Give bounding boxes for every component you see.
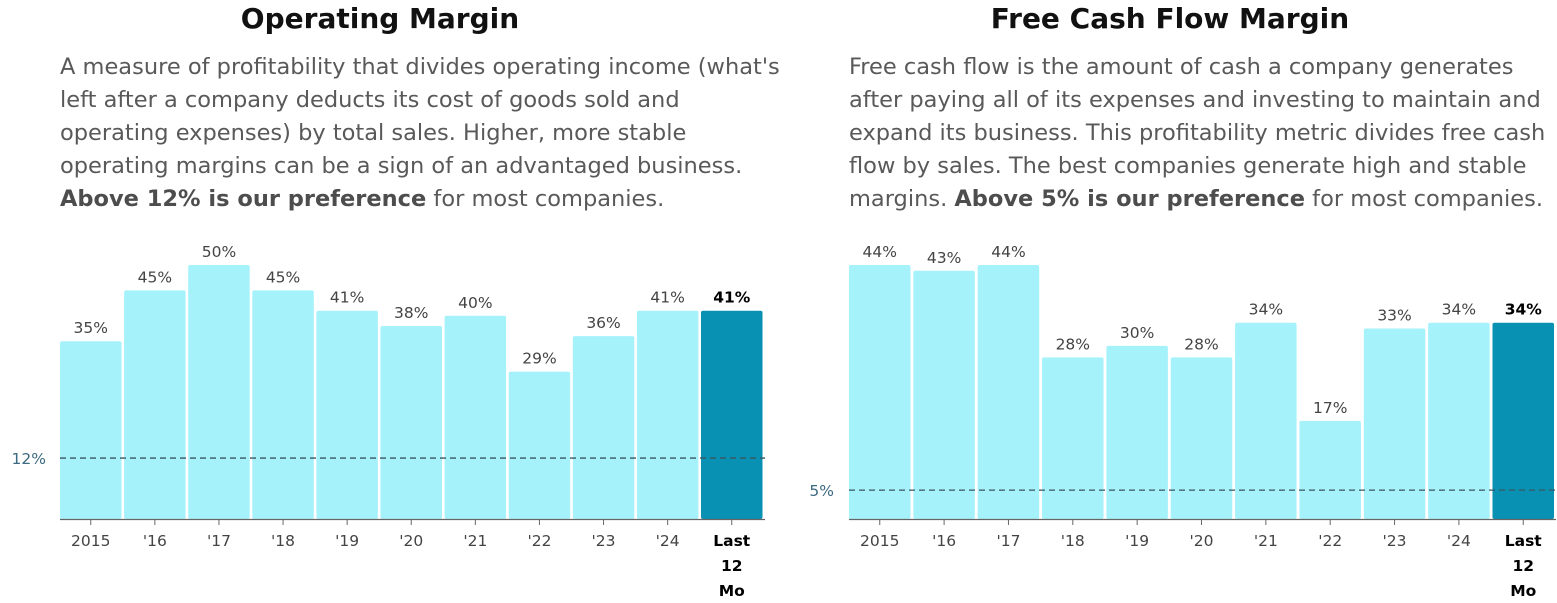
data-label: 34% <box>1249 301 1283 319</box>
reference-label: 12% <box>12 450 46 468</box>
data-label: 50% <box>202 243 236 261</box>
data-label: 28% <box>1184 335 1218 353</box>
bar <box>1042 357 1104 519</box>
chart-description: A measure of profitability that divides … <box>60 51 780 216</box>
x-tick-label: 2015 <box>860 532 899 550</box>
chart-description: Free cash flow is the amount of cash a c… <box>849 51 1557 216</box>
data-label: 28% <box>1056 335 1090 353</box>
x-tick-label: '16 <box>143 532 167 550</box>
bar <box>572 336 635 519</box>
highlight-bar <box>1492 322 1554 519</box>
bar <box>1106 345 1168 519</box>
data-label: 17% <box>1313 399 1347 417</box>
data-label: 40% <box>458 294 492 312</box>
fcf-margin-chart: 44% 2015 43% '16 44% '17 28% '18 30% '19 28% '20 34%… <box>809 243 1556 600</box>
data-label: 30% <box>1120 324 1154 342</box>
data-label: 36% <box>586 314 620 332</box>
x-tick-label: '18 <box>271 532 295 550</box>
reference-label: 5% <box>809 482 834 500</box>
bar <box>1235 322 1297 519</box>
bar <box>977 265 1040 519</box>
description-emphasis: Above 12% is our preference <box>60 186 427 212</box>
x-tick-label: '20 <box>1190 532 1214 550</box>
chart-title: Free Cash Flow Margin <box>990 2 1350 35</box>
x-tick-label: '18 <box>1061 532 1085 550</box>
x-tick-label: '17 <box>996 532 1020 550</box>
operating-margin-chart: 35% 2015 45% '16 50% '17 45% '18 41% '19 38% '20 40%… <box>12 243 765 600</box>
bar <box>124 290 186 519</box>
x-tick-label: '24 <box>656 532 680 550</box>
operating-margin-panel: Operating Margin A measure of profitabil… <box>0 0 780 603</box>
x-tick-label: '23 <box>1383 532 1407 550</box>
bar <box>508 371 571 519</box>
bar <box>1428 322 1490 519</box>
data-label: 45% <box>138 268 172 286</box>
data-label: 44% <box>863 243 897 261</box>
data-label: 45% <box>266 268 300 286</box>
x-tick-label: Last 12 Mo <box>1505 532 1543 600</box>
x-tick-label: '16 <box>932 532 956 550</box>
x-tick-label: '17 <box>207 532 231 550</box>
fcf-margin-panel: Free Cash Flow Margin Free cash flow is … <box>790 0 1556 603</box>
bar <box>444 315 507 519</box>
data-label: 33% <box>1377 307 1411 325</box>
bar <box>1170 357 1233 519</box>
bar <box>316 310 378 519</box>
bar <box>380 325 442 519</box>
x-tick-label: 2015 <box>71 532 110 550</box>
bar <box>849 265 911 519</box>
bar <box>636 310 699 519</box>
x-tick-label: Last 12 Mo <box>713 532 751 600</box>
x-tick-label: '24 <box>1447 532 1471 550</box>
x-tick-label: '21 <box>463 532 487 550</box>
bar <box>188 265 250 519</box>
description-tail: for most companies. <box>1312 186 1543 212</box>
data-label: 34% <box>1442 301 1476 319</box>
bar <box>913 270 975 519</box>
x-tick-label: '23 <box>592 532 616 550</box>
data-label: 41% <box>330 289 364 307</box>
chart-title: Operating Margin <box>240 2 520 35</box>
data-label: 41% <box>650 289 684 307</box>
data-label: 34% <box>1505 301 1543 319</box>
x-tick-label: '20 <box>399 532 423 550</box>
data-label: 41% <box>713 289 751 307</box>
x-tick-label: '19 <box>1125 532 1149 550</box>
bar <box>252 290 314 519</box>
data-label: 35% <box>74 319 108 337</box>
bar <box>60 341 122 519</box>
x-tick-label: '22 <box>1318 532 1342 550</box>
data-label: 44% <box>991 243 1025 261</box>
x-tick-label: '19 <box>335 532 359 550</box>
bar <box>1299 420 1361 519</box>
description-text: Free cash flow is the amount of cash a c… <box>849 54 1546 212</box>
bar <box>1363 328 1426 519</box>
description-text: A measure of profitability that divides … <box>60 54 780 179</box>
description-tail: for most companies. <box>433 186 665 212</box>
description-emphasis: Above 5% is our preference <box>954 186 1305 212</box>
highlight-bar <box>701 310 763 519</box>
data-label: 43% <box>927 249 961 267</box>
x-tick-label: '22 <box>527 532 551 550</box>
data-label: 38% <box>394 304 428 322</box>
data-label: 29% <box>522 350 556 368</box>
x-tick-label: '21 <box>1254 532 1278 550</box>
